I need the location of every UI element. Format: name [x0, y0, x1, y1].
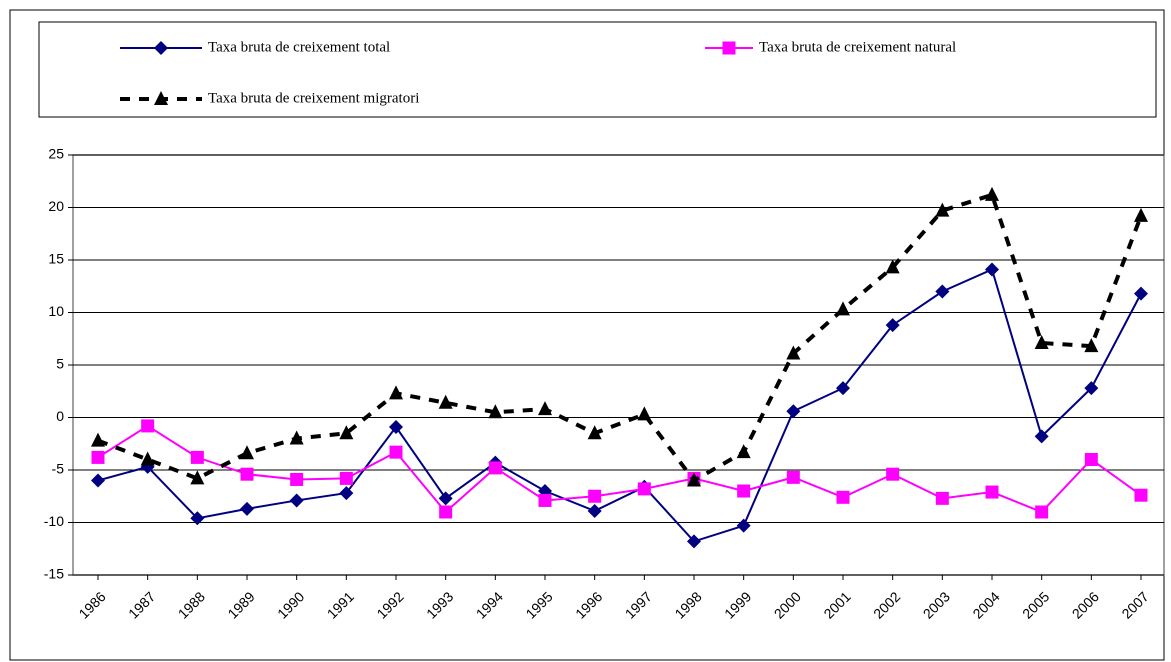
triangle-marker — [438, 394, 453, 409]
triangle-marker — [935, 202, 950, 217]
diamond-marker — [389, 419, 403, 434]
y-tick-label: 20 — [48, 198, 64, 214]
series-line — [97, 192, 1143, 484]
triangle-marker — [289, 430, 304, 445]
y-tick-label: 10 — [48, 303, 64, 319]
triangle-marker — [488, 404, 503, 419]
y-tick-label: -15 — [44, 566, 64, 582]
legend-marker — [154, 91, 168, 105]
diamond-marker — [240, 501, 254, 516]
triangle-marker — [736, 444, 751, 459]
triangle-marker — [637, 406, 652, 421]
legend-label: Taxa bruta de creixement migratori — [208, 90, 419, 106]
diamond-marker — [91, 473, 105, 488]
diamond-marker — [985, 262, 999, 277]
square-marker — [240, 467, 254, 481]
triangle-marker — [91, 432, 105, 447]
square-marker — [389, 445, 403, 459]
square-marker — [786, 470, 800, 484]
square-marker — [886, 467, 900, 481]
triangle-marker — [190, 470, 205, 485]
square-marker — [439, 505, 453, 519]
diamond-marker — [1034, 429, 1049, 444]
legend-box — [38, 21, 1157, 118]
square-marker — [339, 471, 353, 485]
diamond-marker — [786, 404, 801, 419]
square-marker — [290, 472, 304, 486]
diamond-marker — [1134, 286, 1148, 301]
diamond-marker — [587, 503, 602, 518]
square-marker — [538, 493, 552, 507]
diamond-marker — [438, 491, 453, 506]
square-marker — [985, 485, 999, 499]
triangle-marker — [240, 445, 254, 460]
square-marker — [190, 450, 204, 464]
diamond-marker — [190, 511, 205, 526]
square-marker — [588, 489, 602, 503]
square-marker — [1084, 453, 1098, 466]
square-marker — [737, 484, 751, 498]
diamond-marker — [289, 493, 304, 508]
y-tick-label: 5 — [56, 356, 64, 372]
diamond-marker — [935, 284, 950, 299]
triangle-marker — [836, 301, 850, 316]
square-marker — [488, 461, 502, 475]
diamond-marker — [836, 381, 850, 396]
triangle-marker — [140, 451, 155, 466]
y-tick-label: -5 — [52, 461, 65, 477]
triangle-marker — [687, 472, 701, 487]
triangle-marker — [389, 385, 403, 400]
series-line — [97, 424, 1142, 514]
triangle-marker — [587, 425, 602, 440]
diamond-marker — [687, 534, 701, 549]
square-marker — [91, 450, 105, 464]
square-marker — [637, 482, 651, 496]
triangle-marker — [538, 401, 552, 416]
legend-marker — [722, 41, 736, 55]
diamond-marker — [339, 486, 354, 501]
triangle-marker — [339, 425, 354, 440]
y-tick-label: -10 — [44, 513, 64, 529]
y-tick-label: 15 — [48, 251, 64, 267]
y-tick-label: 25 — [48, 146, 64, 162]
triangle-marker — [1034, 334, 1049, 349]
square-marker — [935, 491, 949, 505]
square-marker — [141, 419, 155, 433]
diamond-marker — [885, 318, 900, 333]
diamond-marker — [1084, 381, 1099, 396]
legend-label: Taxa bruta de creixement natural — [759, 39, 956, 55]
y-tick-label: 0 — [56, 408, 64, 424]
square-marker — [1134, 488, 1148, 502]
triangle-marker — [786, 345, 801, 360]
triangle-marker — [885, 259, 900, 274]
legend-marker — [154, 41, 168, 55]
diamond-marker — [736, 518, 751, 533]
series-line — [97, 268, 1142, 543]
triangle-marker — [1084, 338, 1099, 353]
square-marker — [1035, 505, 1049, 519]
triangle-marker — [985, 186, 999, 201]
legend-label: Taxa bruta de creixement total — [208, 39, 390, 55]
triangle-marker — [1134, 207, 1148, 222]
square-marker — [836, 490, 850, 504]
